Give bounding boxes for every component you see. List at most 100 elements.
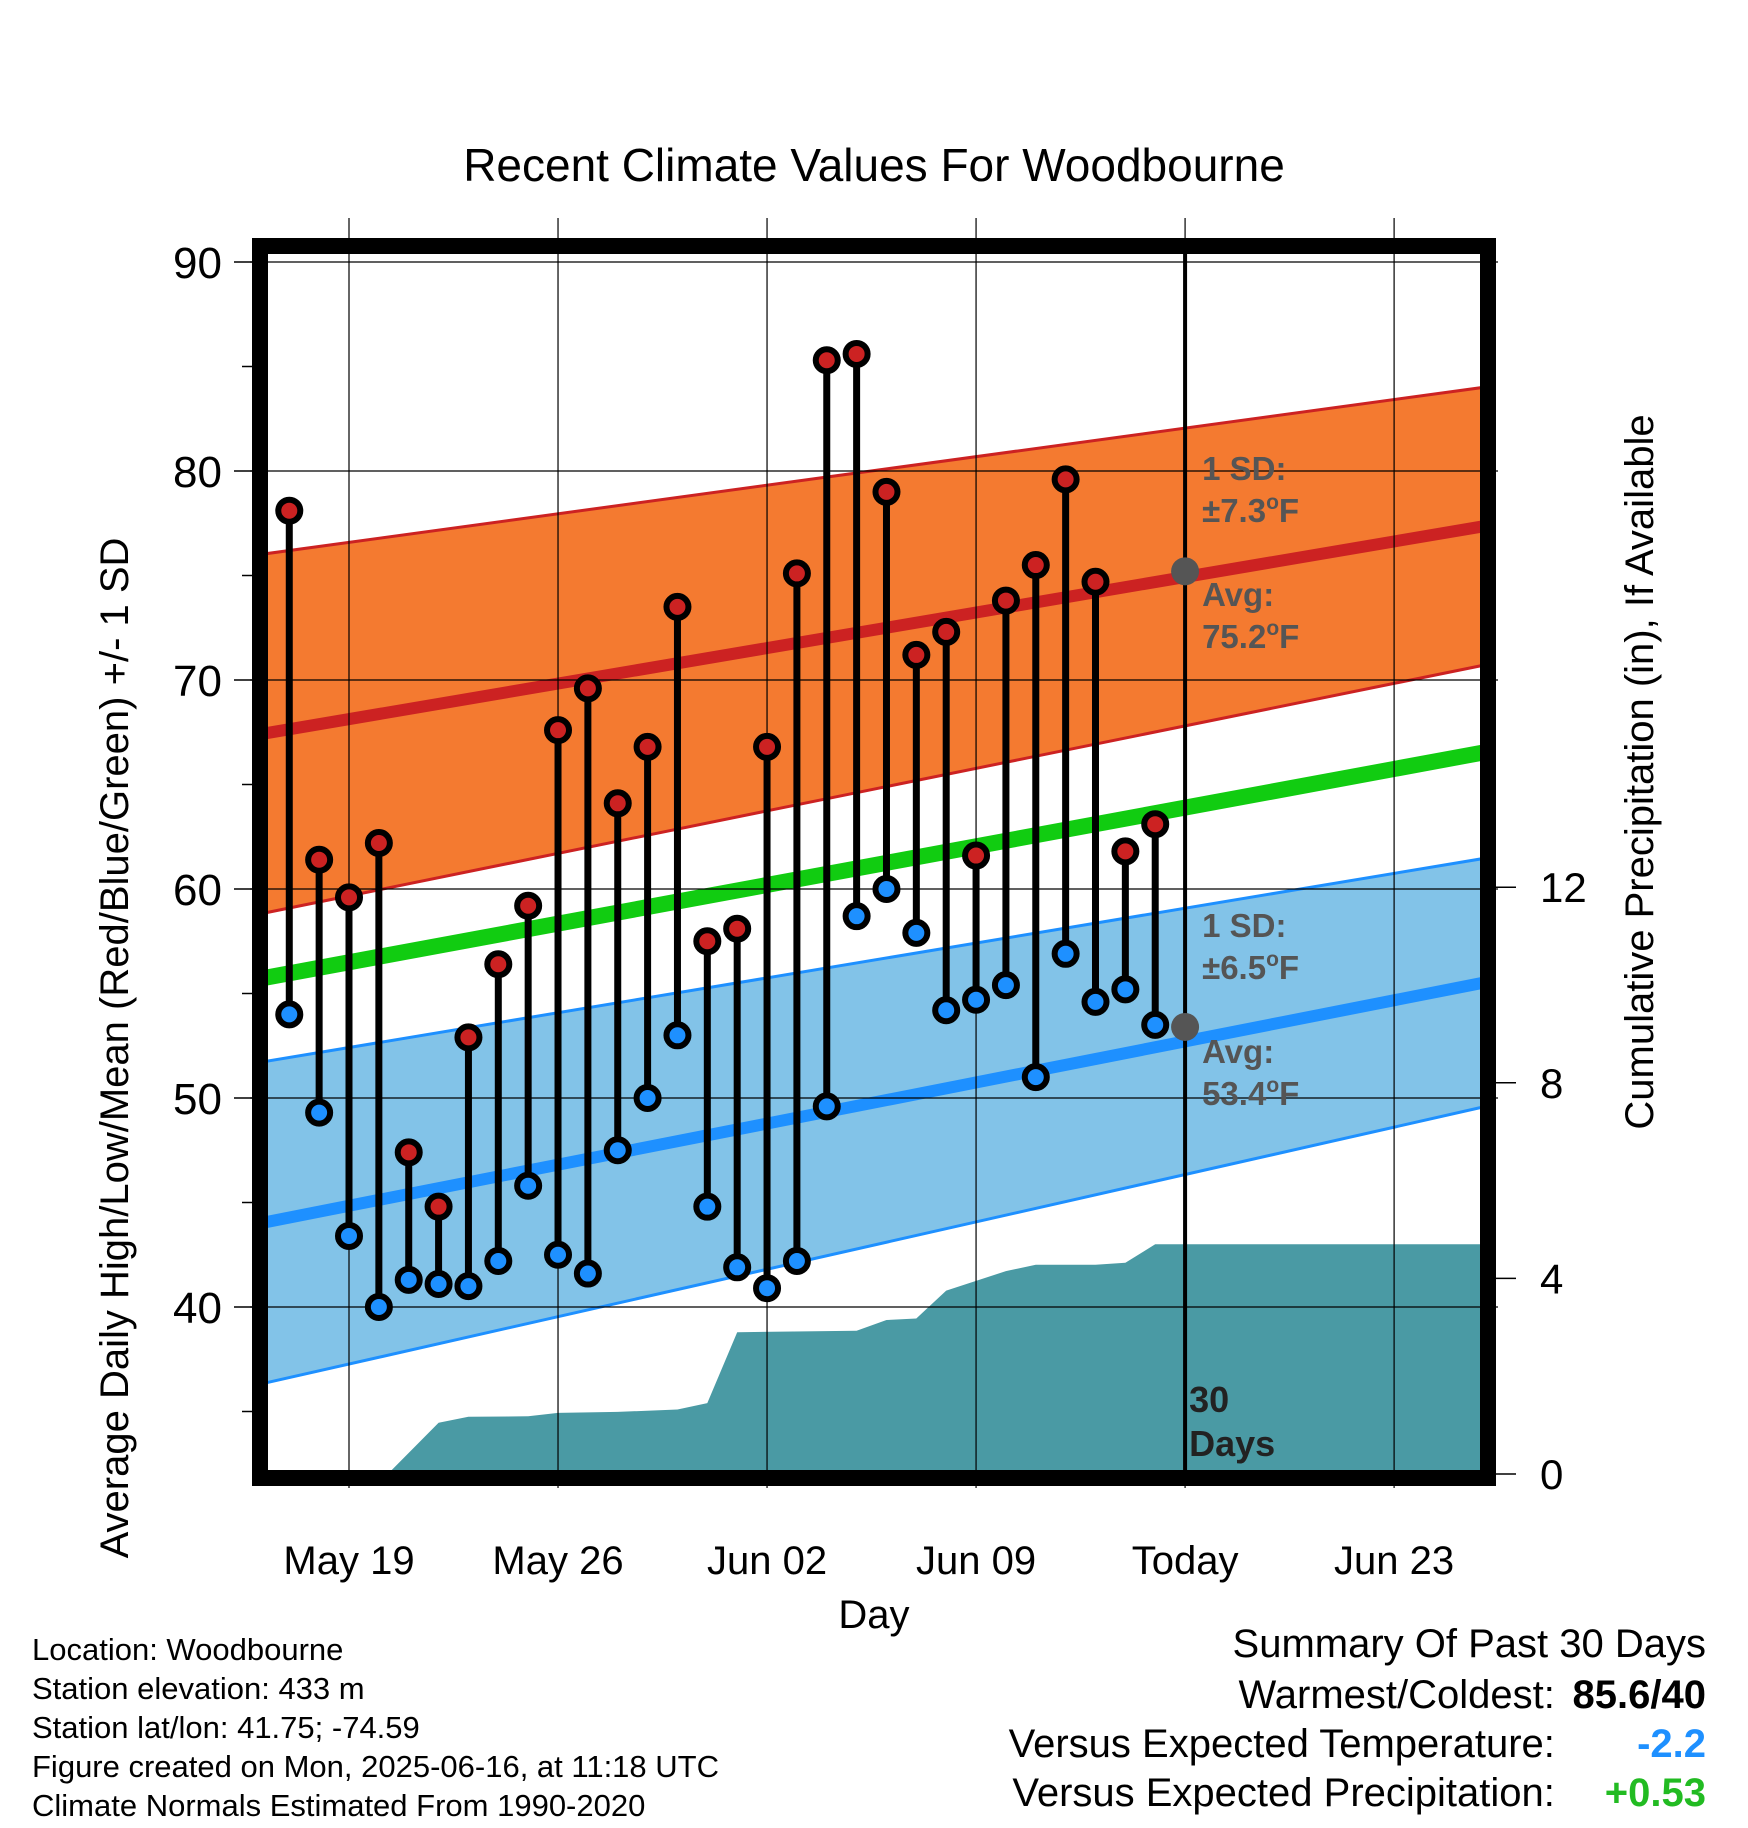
low-point [573, 1259, 602, 1288]
low-point [394, 1265, 423, 1294]
high-point [275, 496, 304, 525]
low-point [782, 1247, 811, 1276]
y-right-tick-label: 0 [1540, 1451, 1563, 1498]
meta-normals: Climate Normals Estimated From 1990-2020 [32, 1788, 646, 1823]
low-point [305, 1098, 334, 1127]
low-point [812, 1092, 841, 1121]
y-axis-label-right: Cumulative Precipitation (in), If Availa… [1618, 414, 1662, 1130]
high-point [902, 640, 931, 669]
summary-heading: Summary Of Past 30 Days [1232, 1622, 1706, 1666]
summary-warmest-label: Warmest/Coldest: [1238, 1673, 1555, 1717]
x-tick-label: Jun 02 [707, 1539, 827, 1583]
x-tick-label: May 19 [283, 1539, 414, 1583]
high-point [394, 1138, 423, 1167]
low-point [1051, 939, 1080, 968]
chart-title: Recent Climate Values For Woodbourne [463, 139, 1285, 191]
low-point [693, 1192, 722, 1221]
summary-precip-label: Versus Expected Precipitation: [1012, 1771, 1555, 1815]
y-right-tick-label: 4 [1540, 1255, 1563, 1302]
meta-latlon: Station lat/lon: 41.75; -74.59 [32, 1710, 420, 1745]
low-sd-value: ±6.5oF [1202, 948, 1299, 986]
y-right-tick-label: 12 [1540, 864, 1587, 911]
low-point [454, 1272, 483, 1301]
low-point [275, 1000, 304, 1029]
low-point [1111, 975, 1140, 1004]
today-low-avg-dot [1171, 1012, 1200, 1041]
high-point [1081, 567, 1110, 596]
high-point [782, 559, 811, 588]
y-tick-label: 50 [173, 1075, 222, 1124]
high-point [335, 883, 363, 912]
x-tick-label: May 26 [492, 1539, 623, 1583]
normal-low-band-lower [268, 1106, 1480, 1384]
high-sd-value: ±7.3oF [1202, 491, 1299, 529]
high-point [633, 732, 662, 761]
high-point [991, 586, 1020, 615]
high-point [723, 914, 752, 943]
days-count-label: 30 [1189, 1379, 1229, 1420]
summary-temp-label: Versus Expected Temperature: [1008, 1722, 1555, 1766]
low-point [603, 1136, 632, 1165]
high-point [573, 674, 602, 703]
low-point [723, 1253, 752, 1282]
low-point [753, 1274, 782, 1303]
summary-temp-value: -2.2 [1637, 1722, 1706, 1766]
high-point [1051, 465, 1080, 494]
low-point [1141, 1010, 1170, 1039]
low-point [364, 1293, 393, 1321]
low-point [633, 1084, 662, 1112]
meta-created: Figure created on Mon, 2025-06-16, at 11… [32, 1749, 719, 1784]
summary-warmest-row: Warmest/Coldest: 85.6/40 [1239, 1673, 1707, 1718]
high-point [424, 1192, 453, 1221]
low-point [484, 1247, 513, 1276]
days-word-label: Days [1189, 1423, 1275, 1464]
high-avg-value: 75.2oF [1202, 617, 1299, 655]
y-tick-label: 60 [173, 866, 222, 915]
low-avg-value: 53.4oF [1202, 1074, 1299, 1112]
normal-high-band [268, 387, 1480, 913]
y-tick-label: 90 [173, 239, 222, 288]
high-point [812, 346, 841, 375]
x-axis-label: Day [838, 1593, 910, 1637]
low-point [335, 1221, 363, 1250]
high-point [932, 617, 961, 646]
y-axis-label-left: Average Daily High/Low/Mean (Red/Blue/Gr… [93, 537, 137, 1559]
summary-precip-value: +0.53 [1604, 1771, 1706, 1815]
low-point [1081, 987, 1110, 1016]
plot-frame [252, 238, 1496, 1486]
normal-high-band-upper [268, 386, 1480, 555]
low-point [514, 1171, 543, 1200]
high-point [454, 1023, 483, 1052]
high-point [544, 716, 573, 745]
high-point [1111, 837, 1140, 866]
low-point [424, 1270, 453, 1299]
x-tick-label: Jun 09 [916, 1539, 1036, 1583]
meta-location: Location: Woodbourne [32, 1632, 344, 1667]
meta-elevation: Station elevation: 433 m [32, 1671, 365, 1706]
high-point [364, 829, 393, 858]
summary-warmest-value: 85.6/40 [1572, 1673, 1706, 1717]
low-avg-label: Avg: [1202, 1033, 1274, 1070]
low-point [991, 971, 1020, 1000]
high-point [753, 732, 782, 761]
today-high-avg-dot [1171, 557, 1200, 586]
high-point [962, 841, 991, 870]
low-point [1021, 1063, 1050, 1092]
low-point [872, 875, 901, 903]
summary-precip-row: Versus Expected Precipitation: +0.53 [1012, 1771, 1706, 1816]
y-tick-label: 40 [173, 1284, 222, 1333]
high-point [305, 845, 334, 874]
high-point [693, 927, 722, 956]
high-point [514, 891, 543, 920]
high-sd-label: 1 SD: [1202, 450, 1286, 487]
x-tick-label: Jun 23 [1334, 1539, 1454, 1583]
y-tick-label: 80 [173, 448, 222, 497]
precip-area [343, 1244, 1480, 1470]
summary-temp-row: Versus Expected Temperature: -2.2 [1009, 1722, 1706, 1767]
low-point [962, 985, 991, 1014]
low-point [544, 1240, 573, 1269]
low-point [932, 996, 961, 1025]
low-point [902, 918, 931, 947]
high-avg-label: Avg: [1202, 576, 1274, 613]
